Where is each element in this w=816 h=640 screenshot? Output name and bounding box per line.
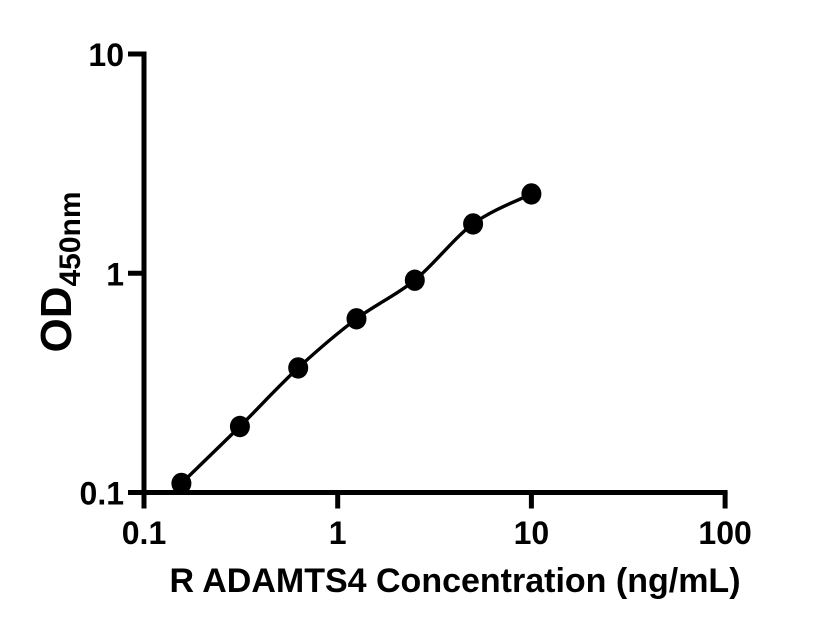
x-tick-label-0.1: 0.1 [122, 515, 166, 551]
data-point-0.156ng-ml [171, 472, 192, 495]
data-points [171, 183, 542, 495]
data-point-10ng-ml [521, 183, 542, 205]
x-axis-title: R ADAMTS4 Concentration (ng/mL) [169, 562, 740, 600]
x-tick-label-100: 100 [698, 515, 751, 551]
x-tick-label-1: 1 [329, 515, 347, 551]
data-point-2.5ng-ml [404, 269, 425, 291]
plot-axes [141, 51, 728, 495]
x-tick-label-10: 10 [514, 515, 550, 551]
y-axis-title-subscript: 450nm [54, 191, 87, 286]
fit-curve-line [180, 192, 533, 485]
axis-tick-marks [128, 51, 728, 509]
y-axis-title-main: OD [32, 287, 81, 353]
y-axis-title: OD450nm [32, 191, 87, 352]
x-axis-tick-labels: 0.1 1 10 100 [122, 515, 752, 551]
data-point-0.3125ng-ml [229, 415, 250, 438]
data-point-0.625ng-ml [288, 357, 309, 379]
y-tick-label-10: 10 [88, 37, 124, 73]
y-axis-tick-labels: 0.1 1 10 [80, 37, 124, 512]
y-tick-label-1: 1 [106, 256, 124, 292]
y-tick-label-0.1: 0.1 [80, 476, 124, 512]
data-point-5ng-ml [463, 213, 484, 235]
data-point-1.25ng-ml [346, 308, 367, 330]
